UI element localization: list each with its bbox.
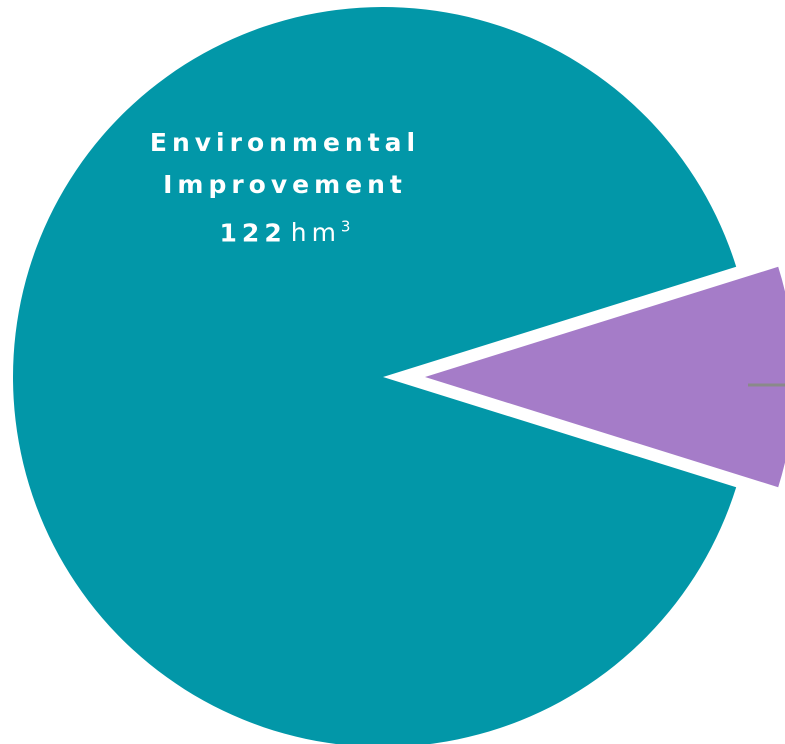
- slice-label-environmental-improvement: Environmental Improvement 122 hm3: [95, 122, 475, 254]
- pie-slice-1: [425, 266, 785, 488]
- pie-slice-environmental-improvement: [12, 7, 737, 744]
- slice-name: Environmental Improvement: [149, 128, 421, 199]
- slice-value: 122: [219, 218, 287, 248]
- slice-unit: hm3: [290, 218, 351, 248]
